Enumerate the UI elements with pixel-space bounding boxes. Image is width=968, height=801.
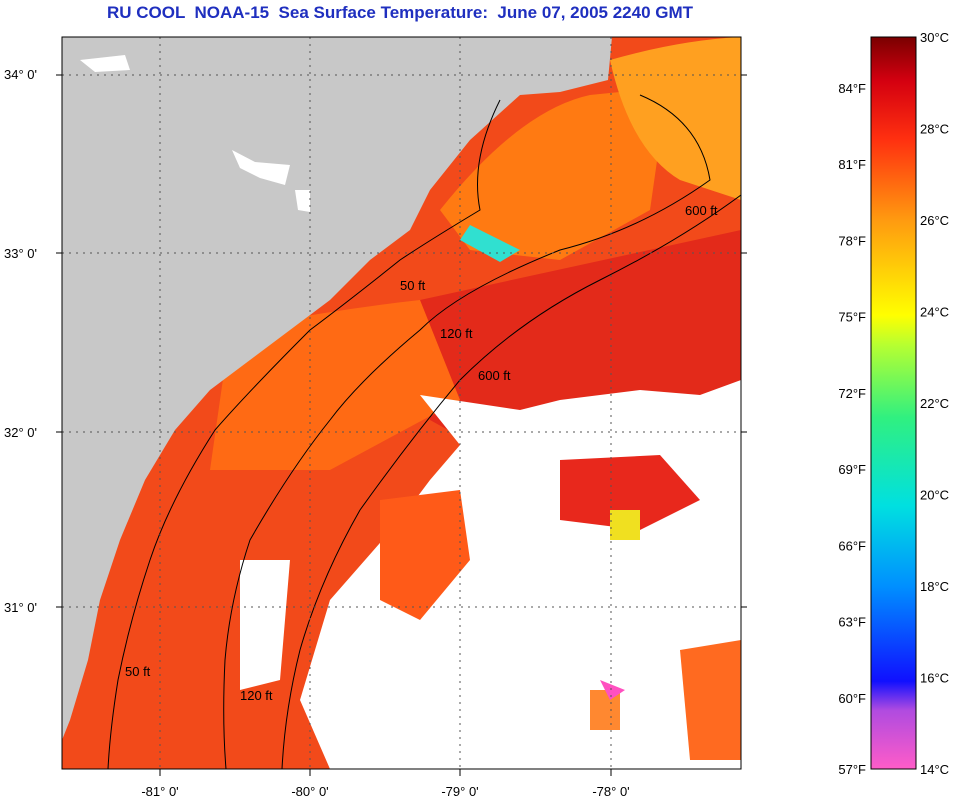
- contour-labels: 50 ft 120 ft 600 ft 50 ft 120 ft 600 ft: [125, 203, 718, 703]
- fahrenheit-label: 63°F: [838, 615, 866, 630]
- lon-label: -78° 0': [592, 784, 629, 799]
- fahrenheit-label: 72°F: [838, 386, 866, 401]
- bathymetry-contours: [107, 94, 741, 769]
- latitude-labels: 34° 0' 33° 0' 32° 0' 31° 0': [4, 67, 37, 615]
- lon-label: -79° 0': [441, 784, 478, 799]
- lat-label: 32° 0': [4, 425, 37, 440]
- celsius-label: 20°C: [920, 488, 949, 503]
- contour-120ft: [223, 94, 711, 769]
- fahrenheit-label: 69°F: [838, 462, 866, 477]
- lon-label: -80° 0': [291, 784, 328, 799]
- celsius-label: 24°C: [920, 305, 949, 320]
- celsius-label: 22°C: [920, 396, 949, 411]
- axis-ticks: [56, 74, 747, 776]
- land-mass: [62, 37, 612, 740]
- colorbar-gradient: [870, 36, 917, 770]
- fahrenheit-label: 75°F: [838, 310, 866, 325]
- cape-fear-warm-water: [610, 37, 741, 200]
- contour-600ft: [281, 194, 741, 769]
- colorbar: 84°F 81°F 78°F 75°F 72°F 69°F 66°F 63°F 60°F 57°F…: [838, 30, 949, 777]
- contour-label: 600 ft: [478, 368, 511, 383]
- fahrenheit-label: 78°F: [838, 233, 866, 248]
- fahrenheit-label: 66°F: [838, 538, 866, 553]
- nearshore-plume: [440, 90, 660, 260]
- contour-50ft: [107, 99, 501, 769]
- map-frame: [61, 36, 742, 770]
- cold-patch: [600, 680, 625, 700]
- land-cloud: [80, 55, 130, 72]
- fahrenheit-label: 57°F: [838, 762, 866, 777]
- celsius-ticks: 30°C 28°C 26°C 24°C 22°C 20°C 18°C 16°C 14°C: [920, 30, 949, 777]
- contour-label: 50 ft: [125, 664, 151, 679]
- celsius-label: 26°C: [920, 213, 949, 228]
- cool-patch: [610, 510, 640, 540]
- fahrenheit-label: 84°F: [838, 81, 866, 96]
- sst-patch: [680, 640, 741, 760]
- contour-label: 50 ft: [400, 278, 426, 293]
- celsius-label: 16°C: [920, 671, 949, 686]
- lon-label: -81° 0': [141, 784, 178, 799]
- fahrenheit-label: 81°F: [838, 157, 866, 172]
- lat-label: 33° 0': [4, 246, 37, 261]
- map-title: RU COOL NOAA-15 Sea Surface Temperature:…: [106, 3, 694, 22]
- sst-patch: [590, 690, 620, 730]
- lat-label: 31° 0': [4, 600, 37, 615]
- contour-label: 120 ft: [240, 688, 273, 703]
- land-cloud: [232, 150, 290, 185]
- longitude-labels: -81° 0' -80° 0' -79° 0' -78° 0': [141, 784, 629, 799]
- fahrenheit-label: 60°F: [838, 691, 866, 706]
- contour-label: 600 ft: [685, 203, 718, 218]
- celsius-label: 14°C: [920, 762, 949, 777]
- fahrenheit-ticks: 84°F 81°F 78°F 75°F 72°F 69°F 66°F 63°F 60°F 57°F: [838, 81, 866, 777]
- sst-patch: [380, 490, 470, 620]
- celsius-label: 30°C: [920, 30, 949, 45]
- celsius-label: 28°C: [920, 122, 949, 137]
- map-panel: 50 ft 120 ft 600 ft 50 ft 120 ft 600 ft: [62, 37, 741, 769]
- contour-label: 120 ft: [440, 326, 473, 341]
- cloud-mask: [240, 560, 290, 690]
- land-cloud: [295, 190, 310, 212]
- sst-patch: [560, 455, 700, 530]
- lat-label: 34° 0': [4, 67, 37, 82]
- graticule: [62, 37, 741, 769]
- celsius-label: 18°C: [920, 579, 949, 594]
